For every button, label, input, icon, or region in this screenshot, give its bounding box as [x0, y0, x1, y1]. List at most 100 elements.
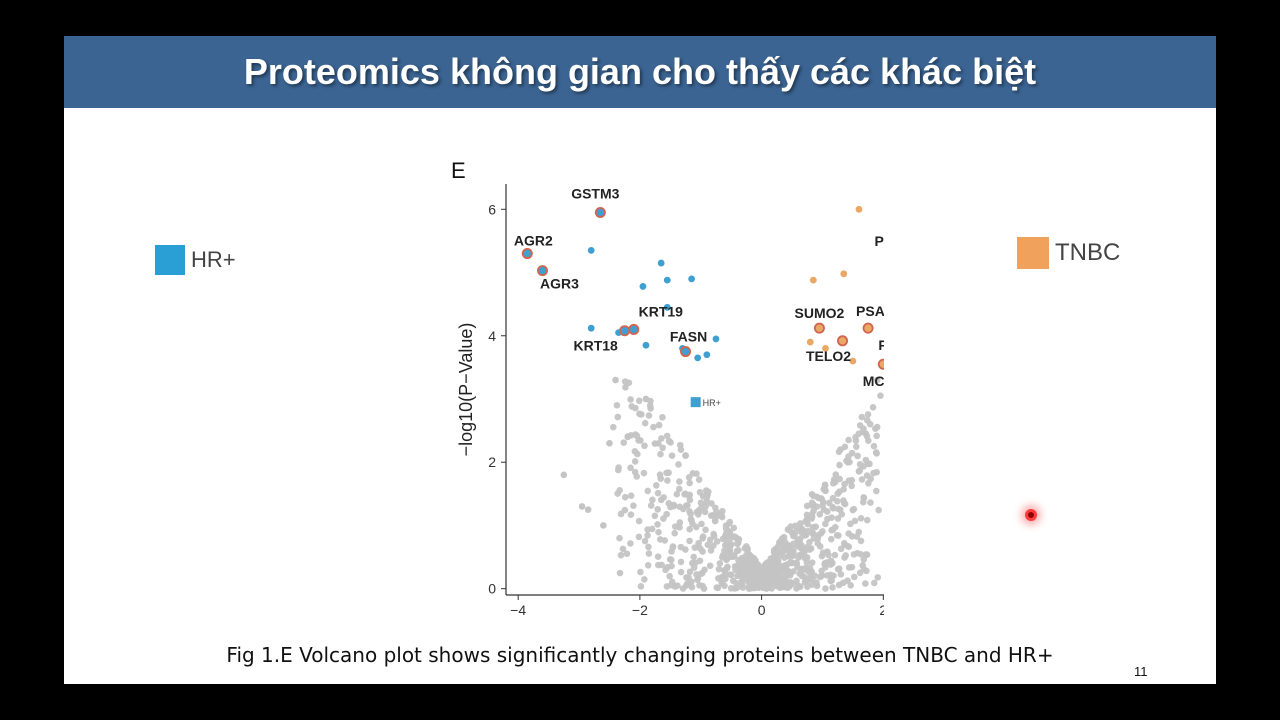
highlight-point-agr3: [537, 265, 549, 277]
ns-point: [711, 517, 719, 525]
ns-point: [840, 497, 847, 504]
y-tick-label: 6: [488, 201, 496, 217]
ns-point: [793, 577, 800, 585]
ns-point: [847, 581, 855, 589]
ns-point: [647, 502, 655, 509]
ns-point: [724, 555, 731, 562]
ns-point: [652, 482, 660, 489]
ns-point: [663, 510, 670, 518]
y-tick-label: 2: [488, 454, 496, 470]
ns-point: [835, 505, 842, 513]
ns-point: [866, 420, 874, 428]
ns-point: [679, 505, 687, 513]
ns-point: [828, 514, 835, 521]
ns-point: [667, 439, 674, 446]
y-tick-label: 4: [488, 328, 496, 344]
ns-point: [685, 473, 693, 481]
ns-point: [787, 551, 794, 559]
ns-point: [686, 479, 693, 487]
volcano-plot: −4−2020246Fold Change (TNBC - HR+)−log10…: [451, 158, 884, 618]
ns-point: [822, 520, 829, 528]
ns-point: [706, 562, 714, 570]
ns-point: [721, 533, 729, 540]
ns-point: [681, 490, 688, 498]
ns-point: [731, 533, 739, 540]
ns-point: [695, 476, 703, 483]
ns-point: [718, 580, 726, 587]
ns-point: [746, 582, 754, 590]
legend-tnbc-label: TNBC: [1055, 239, 1121, 266]
ns-point: [624, 433, 632, 441]
ns-point: [825, 551, 832, 559]
ns-point: [627, 540, 634, 547]
ns-point: [737, 572, 744, 579]
ns-point: [873, 487, 880, 495]
ns-point: [616, 569, 624, 577]
ns-point: [808, 581, 816, 589]
ns-point: [663, 469, 670, 477]
ns-point: [663, 583, 671, 590]
ns-point: [654, 553, 662, 560]
ns-point: [870, 442, 878, 450]
ns-point: [560, 471, 568, 479]
ns-point: [808, 559, 816, 566]
ns-point: [858, 476, 866, 483]
ns-point: [641, 576, 648, 583]
ns-point: [662, 566, 669, 574]
point-label-agr3: AGR3: [540, 276, 579, 292]
ns-point: [696, 488, 704, 496]
ns-point: [822, 487, 829, 495]
ns-point: [710, 530, 717, 538]
ns-point: [606, 439, 613, 447]
ns-point: [856, 569, 864, 577]
ns-point: [600, 522, 607, 529]
ns-point: [714, 584, 722, 592]
ns-point: [719, 575, 726, 582]
ns-point: [805, 575, 812, 583]
ns-point: [869, 404, 877, 411]
ns-point: [748, 561, 756, 568]
ns-point: [862, 551, 870, 558]
point-label-fasn: FASN: [670, 329, 707, 345]
ns-point: [699, 548, 706, 555]
ns-point: [792, 522, 799, 530]
ns-point: [628, 403, 636, 410]
ns-point: [771, 547, 778, 555]
ns-point: [578, 503, 586, 510]
ns-point: [814, 535, 822, 542]
ns-point: [615, 464, 622, 471]
legend-hr-label: HR+: [191, 247, 236, 272]
ns-point: [682, 452, 689, 459]
tnbc-point: [840, 270, 848, 278]
ns-point: [769, 568, 776, 575]
point-label-psat1: PSAT1: [856, 303, 884, 319]
ns-point: [659, 413, 666, 421]
ns-point: [694, 576, 701, 584]
ns-point: [677, 568, 685, 576]
x-tick-label: −4: [510, 602, 526, 618]
ns-point: [795, 554, 802, 561]
ns-point: [617, 510, 625, 518]
ns-point: [702, 526, 709, 534]
ns-point: [671, 529, 678, 537]
ns-point: [808, 499, 816, 507]
ns-point: [633, 473, 641, 480]
ns-point: [726, 546, 734, 554]
ns-point: [622, 384, 629, 391]
ns-point: [645, 412, 653, 419]
x-tick-label: 2: [879, 602, 884, 618]
point-label-mcm6: MCM6: [863, 373, 884, 389]
ns-point: [854, 549, 861, 557]
ns-point: [863, 567, 870, 575]
ns-point: [856, 422, 864, 429]
ns-point: [621, 493, 629, 501]
ns-point: [865, 479, 872, 487]
ns-point: [644, 532, 651, 539]
ns-point: [859, 498, 867, 506]
ns-point: [790, 568, 797, 575]
highlight-point-fasn: [680, 346, 692, 358]
ns-point: [845, 564, 853, 571]
ns-point: [831, 551, 839, 559]
highlight-point-sumo2: [813, 322, 825, 334]
ns-point: [718, 511, 725, 519]
